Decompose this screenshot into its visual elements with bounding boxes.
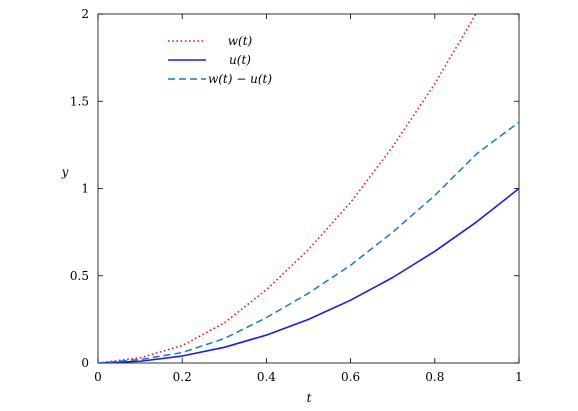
y-tick-label: 0 <box>81 356 89 370</box>
x-tick-label: 0.8 <box>425 370 444 384</box>
x-tick-label: 0.6 <box>341 370 360 384</box>
legend-label-2: w(t) − u(t) <box>208 72 272 86</box>
series-line-1 <box>98 187 519 363</box>
x-axis-ticks: 0 0.2 0.4 0.6 0.8 1 <box>94 14 523 384</box>
legend: w(t) u(t) w(t) − u(t) <box>168 34 272 86</box>
legend-label-1: u(t) <box>229 53 251 67</box>
y-axis-label: y <box>61 165 69 179</box>
series-line-2 <box>98 121 519 363</box>
x-tick-label: 0.2 <box>173 370 192 384</box>
x-axis-label: t <box>307 391 312 405</box>
x-tick-label: 0.4 <box>257 370 276 384</box>
x-tick-label: 0 <box>94 370 102 384</box>
x-tick-label: 1 <box>515 370 523 384</box>
y-tick-label: 0.5 <box>70 269 89 283</box>
y-tick-label: 2 <box>81 7 89 21</box>
series-lines <box>98 14 519 363</box>
series-line-0 <box>98 14 477 363</box>
y-axis-ticks: 0 0.5 1 1.5 2 <box>70 7 519 370</box>
plot-area-frame <box>97 13 520 364</box>
legend-label-0: w(t) <box>228 34 253 48</box>
y-tick-label: 1 <box>81 182 89 196</box>
y-tick-label: 1.5 <box>70 94 89 108</box>
